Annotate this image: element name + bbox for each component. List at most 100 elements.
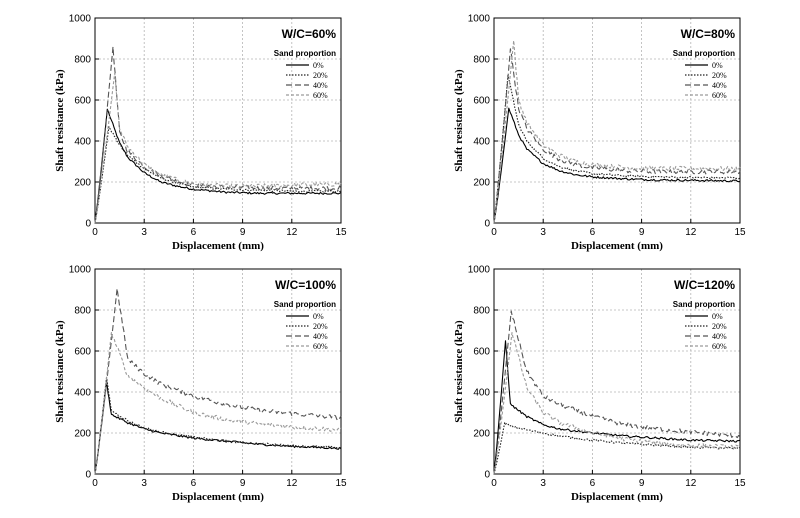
chart-panel: 0 3 6 9 12 15 0 200 400 600 800 1000 Displacement (m… [54, 14, 347, 253]
y-tick-label: 0 [484, 219, 490, 230]
x-tick-label: 0 [92, 227, 98, 238]
series-line-40pct [493, 310, 741, 475]
legend-label: 0% [313, 312, 324, 321]
legend: Sand proportion 0%20%40%60% [274, 49, 336, 100]
x-tick-label: 15 [335, 478, 347, 489]
legend-title: Sand proportion [673, 49, 735, 58]
x-tick-label: 15 [734, 478, 746, 489]
legend-label: 0% [712, 312, 723, 321]
x-tick-label: 0 [491, 227, 497, 238]
x-tick-label: 0 [491, 478, 497, 489]
x-tick-label: 9 [639, 227, 645, 238]
x-tick-label: 9 [639, 478, 645, 489]
x-axis-title: Displacement (mm) [172, 491, 264, 503]
series-line-40pct [493, 48, 741, 224]
chart-panel: 0 3 6 9 12 15 0 200 400 600 800 1000 Displacement (m… [453, 265, 746, 504]
plot-frame [493, 268, 741, 475]
y-tick-label: 200 [473, 178, 490, 189]
y-tick-label: 600 [473, 347, 490, 358]
y-tick-label: 400 [473, 388, 490, 399]
y-tick-label: 600 [473, 96, 490, 107]
x-tick-label: 0 [92, 478, 98, 489]
y-tick-label: 1000 [69, 265, 92, 276]
legend-label: 60% [712, 91, 727, 100]
x-tick-label: 15 [335, 227, 347, 238]
y-tick-label: 0 [484, 470, 490, 481]
plot-frame [493, 17, 741, 224]
x-axis-title: Displacement (mm) [172, 240, 264, 252]
panel-title: W/C=60% [282, 27, 337, 41]
series-line-60pct [493, 332, 741, 475]
y-tick-label: 800 [74, 306, 91, 317]
y-tick-label: 0 [85, 470, 91, 481]
x-tick-label: 12 [685, 227, 697, 238]
legend-label: 60% [313, 342, 328, 351]
y-tick-label: 600 [74, 96, 91, 107]
x-tick-label: 3 [141, 478, 147, 489]
x-axis-title: Displacement (mm) [571, 240, 663, 252]
legend: Sand proportion 0%20%40%60% [673, 300, 735, 351]
y-tick-label: 1000 [69, 14, 92, 25]
y-axis-title: Shaft resistance (kPa) [453, 320, 465, 423]
chart-panel: 0 3 6 9 12 15 0 200 400 600 800 1000 Displacement (m… [453, 14, 746, 253]
series-line-0pct [94, 381, 342, 475]
y-tick-label: 200 [74, 178, 91, 189]
legend-label: 60% [313, 91, 328, 100]
series-line-60pct [493, 40, 741, 224]
legend-label: 40% [313, 81, 328, 90]
y-tick-label: 600 [74, 347, 91, 358]
y-tick-label: 800 [74, 55, 91, 66]
x-tick-label: 6 [191, 478, 197, 489]
x-tick-label: 6 [590, 227, 596, 238]
series-line-20pct [493, 422, 741, 475]
legend-label: 60% [712, 342, 727, 351]
legend: Sand proportion 0%20%40%60% [673, 49, 735, 100]
plot-frame [94, 268, 342, 475]
legend: Sand proportion 0%20%40%60% [274, 300, 336, 351]
y-tick-label: 1000 [468, 265, 491, 276]
legend-title: Sand proportion [274, 300, 336, 309]
y-tick-label: 1000 [468, 14, 491, 25]
x-tick-label: 9 [240, 227, 246, 238]
x-tick-label: 6 [590, 478, 596, 489]
legend-label: 0% [313, 61, 324, 70]
legend-label: 20% [712, 71, 727, 80]
series-line-0pct [493, 340, 741, 475]
y-tick-label: 200 [74, 429, 91, 440]
x-tick-label: 15 [734, 227, 746, 238]
x-tick-label: 12 [286, 227, 298, 238]
legend-label: 20% [712, 322, 727, 331]
y-tick-label: 800 [473, 55, 490, 66]
x-tick-label: 9 [240, 478, 246, 489]
x-tick-label: 12 [286, 478, 298, 489]
y-tick-label: 400 [74, 137, 91, 148]
panel-title: W/C=80% [681, 27, 736, 41]
chart-panel: 0 3 6 9 12 15 0 200 400 600 800 1000 Displacement (m… [54, 265, 347, 504]
legend-label: 40% [712, 332, 727, 341]
x-tick-label: 3 [540, 227, 546, 238]
panel-title: W/C=120% [674, 278, 735, 292]
x-tick-label: 12 [685, 478, 697, 489]
y-axis-title: Shaft resistance (kPa) [54, 320, 66, 423]
x-tick-label: 6 [191, 227, 197, 238]
series-line-20pct [493, 74, 741, 224]
y-axis-title: Shaft resistance (kPa) [54, 69, 66, 172]
legend-title: Sand proportion [274, 49, 336, 58]
y-tick-label: 0 [85, 219, 91, 230]
panel-title: W/C=100% [275, 278, 336, 292]
plot-frame [94, 17, 342, 224]
series-line-40pct [94, 287, 342, 475]
legend-title: Sand proportion [673, 300, 735, 309]
x-tick-label: 3 [141, 227, 147, 238]
y-tick-label: 400 [74, 388, 91, 399]
y-tick-label: 400 [473, 137, 490, 148]
legend-label: 40% [712, 81, 727, 90]
legend-label: 40% [313, 332, 328, 341]
y-tick-label: 800 [473, 306, 490, 317]
series-line-40pct [94, 46, 342, 224]
legend-label: 20% [313, 322, 328, 331]
series-line-0pct [493, 107, 741, 224]
y-axis-title: Shaft resistance (kPa) [453, 69, 465, 172]
series-line-60pct [94, 72, 342, 224]
